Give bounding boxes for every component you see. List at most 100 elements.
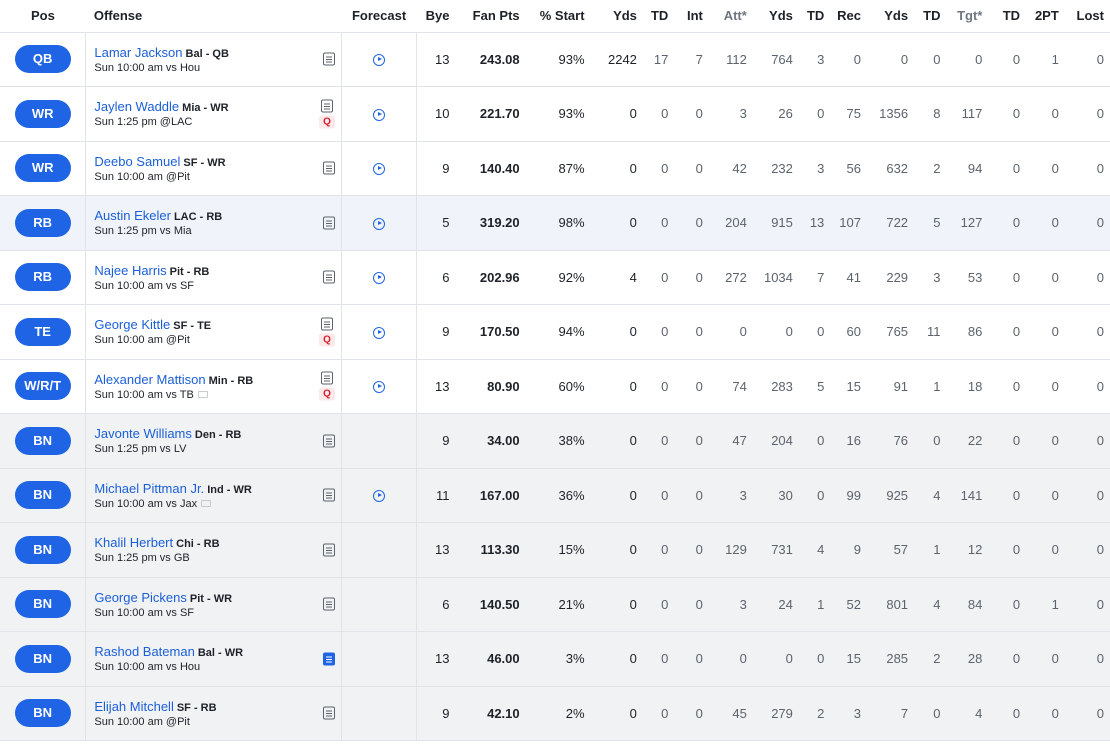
position-button[interactable]: BN (14, 535, 71, 564)
col-header-pos[interactable]: Pos (31, 8, 55, 24)
game-time: Sun 10:00 am @Pit (94, 170, 190, 183)
position-button[interactable]: BN (14, 481, 71, 510)
position-button[interactable]: BN (14, 699, 71, 728)
col-header-rush-att[interactable]: Att* (723, 8, 747, 24)
col-header-tgt[interactable]: Tgt* (957, 8, 983, 24)
col-header-rec-td[interactable]: TD (923, 8, 941, 24)
game-time: Sun 1:25 pm vs GB (94, 552, 190, 565)
fan-pts-value: 46.00 (487, 651, 520, 667)
player-notes-icon[interactable] (322, 543, 335, 557)
stat-rush-td: 3 (817, 160, 825, 176)
position-button[interactable]: WR (14, 99, 71, 128)
col-header-rec-yds[interactable]: Yds (884, 8, 909, 24)
player-name-link[interactable]: Michael Pittman Jr. (94, 480, 205, 496)
forecast-play-icon[interactable] (373, 163, 386, 176)
forecast-play-icon[interactable] (373, 326, 386, 339)
player-notes-icon[interactable] (322, 706, 335, 720)
stat-tgt: 28 (967, 651, 983, 667)
col-header-forecast[interactable]: Forecast (351, 8, 407, 24)
forecast-play-icon[interactable] (373, 490, 386, 503)
player-notes-icon[interactable] (322, 597, 335, 611)
forecast-cell (341, 631, 418, 686)
player-name-link[interactable]: Austin Ekeler (94, 208, 171, 224)
game-info: Sun 10:00 am vs Hou (94, 62, 335, 74)
player-name-link[interactable]: Rashod Bateman (94, 644, 195, 660)
player-name-link[interactable]: George Kittle (94, 317, 171, 333)
stat-int: 0 (695, 215, 703, 231)
position-button[interactable]: RB (14, 208, 71, 237)
forecast-cell (341, 86, 418, 141)
player-icons (322, 706, 335, 720)
stat-rec-yds: 229 (886, 269, 909, 285)
player-name-link[interactable]: Jaylen Waddle (94, 99, 180, 115)
col-header-2pt[interactable]: 2PT (1034, 8, 1059, 24)
player-notes-icon[interactable] (320, 317, 333, 331)
player-name-link[interactable]: Najee Harris (94, 262, 167, 278)
forecast-play-icon[interactable] (373, 217, 386, 230)
player-name-link[interactable]: Alexander Mattison (94, 371, 206, 387)
player-notes-icon[interactable] (322, 652, 335, 666)
player-icons (322, 543, 335, 557)
table-row: BN Rashod Bateman Bal - WR Sun 10:00 am vs … (0, 631, 1110, 686)
col-header-bye[interactable]: Bye (425, 8, 450, 24)
position-button[interactable]: TE (14, 317, 71, 346)
stat-ret-td: 0 (1012, 542, 1021, 558)
position-button[interactable]: BN (14, 590, 71, 619)
col-header-ret-td[interactable]: TD (1002, 8, 1021, 24)
stat-tgt: 127 (960, 215, 983, 231)
col-header-fan-pts[interactable]: Fan Pts (472, 8, 520, 24)
col-header-pct-start[interactable]: % Start (539, 8, 585, 24)
stat-rush-yds: 1034 (763, 269, 793, 285)
player-name-link[interactable]: Elijah Mitchell (94, 698, 174, 714)
player-cell: Austin Ekeler LAC - RB Sun 1:25 pm vs Mia (85, 195, 342, 250)
player-name-link[interactable]: George Pickens (94, 589, 187, 605)
col-header-lost[interactable]: Lost (1076, 8, 1104, 24)
player-name-link[interactable]: Javonte Williams (94, 426, 192, 442)
stat-rec-yds: 1356 (879, 106, 909, 122)
player-notes-icon[interactable] (322, 270, 335, 284)
col-header-rush-yds[interactable]: Yds (769, 8, 793, 24)
stat-lost: 0 (1096, 542, 1104, 558)
stat-rec-td: 2 (933, 160, 941, 176)
position-button[interactable]: RB (14, 263, 71, 292)
stat-int: 0 (695, 542, 703, 558)
stat-rec: 99 (846, 487, 861, 503)
player-name-link[interactable]: Deebo Samuel (94, 153, 181, 169)
player-name-link[interactable]: Khalil Herbert (94, 535, 174, 551)
stat-int: 0 (695, 106, 703, 122)
player-notes-icon[interactable] (320, 371, 333, 385)
player-notes-icon[interactable] (322, 52, 335, 66)
col-header-int[interactable]: Int (686, 8, 703, 24)
forecast-play-icon[interactable] (373, 381, 386, 394)
player-name-link[interactable]: Lamar Jackson (94, 44, 183, 60)
player-notes-icon[interactable] (320, 99, 333, 113)
fan-pts-value: 167.00 (479, 487, 520, 503)
player-notes-icon[interactable] (322, 434, 335, 448)
game-time: Sun 1:25 pm @LAC (94, 116, 193, 129)
player-notes-icon[interactable] (322, 161, 335, 175)
pct-start-value: 2% (565, 705, 585, 721)
position-button[interactable]: BN (14, 426, 71, 455)
table-row: BN Javonte Williams Den - RB Sun 1:25 pm vs… (0, 413, 1110, 468)
position-button[interactable]: QB (14, 45, 71, 74)
forecast-play-icon[interactable] (373, 108, 386, 121)
player-team-position: Mia - WR (182, 102, 229, 115)
col-header-offense[interactable]: Offense (93, 8, 143, 24)
position-button[interactable]: WR (14, 154, 71, 183)
pos-cell: RB (0, 250, 87, 305)
bye-value: 13 (435, 378, 450, 394)
forecast-play-icon[interactable] (373, 54, 386, 67)
col-header-pass-td[interactable]: TD (650, 8, 669, 24)
forecast-play-icon[interactable] (373, 272, 386, 285)
player-notes-icon[interactable] (322, 488, 335, 502)
position-button[interactable]: W/R/T (14, 372, 71, 401)
stat-rec: 107 (839, 215, 861, 231)
col-header-rec[interactable]: Rec (837, 8, 861, 24)
position-button[interactable]: BN (14, 644, 71, 673)
player-notes-icon[interactable] (322, 216, 335, 230)
col-header-rush-td[interactable]: TD (806, 8, 825, 24)
stat-lost: 0 (1096, 433, 1104, 449)
col-header-pass-yds[interactable]: Yds (613, 8, 637, 24)
stat-rush-yds: 204 (771, 433, 793, 449)
stat-2pt: 0 (1051, 378, 1059, 394)
